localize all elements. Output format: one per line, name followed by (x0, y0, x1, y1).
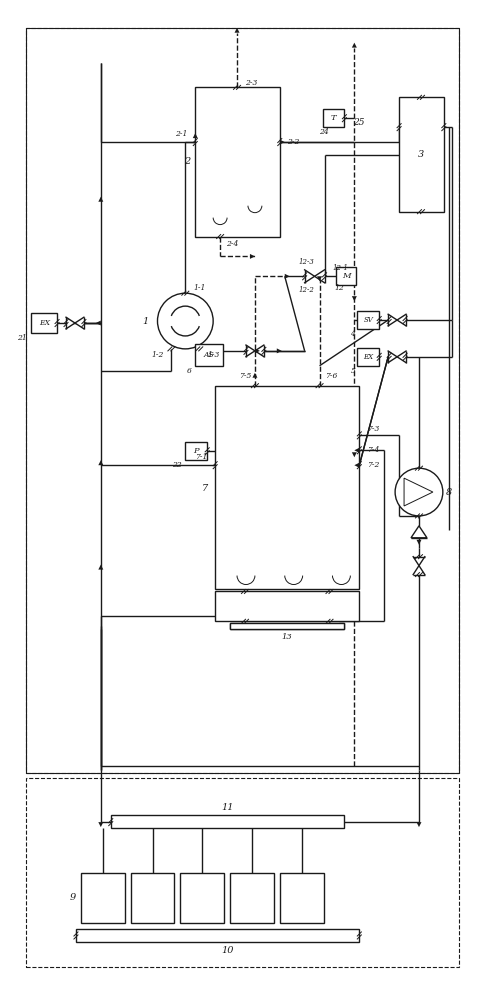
Polygon shape (99, 822, 103, 827)
Text: 1-3: 1-3 (207, 351, 219, 359)
Bar (215, 386, 359, 589)
Bar (230, 623, 344, 629)
Text: 2-4: 2-4 (226, 240, 238, 248)
Polygon shape (416, 822, 422, 827)
Bar (31, 313, 57, 333)
Bar (180, 873, 224, 923)
Text: 3: 3 (418, 150, 424, 159)
Text: 8: 8 (446, 488, 452, 497)
Text: EX: EX (39, 319, 50, 327)
Text: M: M (342, 272, 351, 280)
Text: 2: 2 (184, 157, 190, 166)
Bar (230, 623, 344, 629)
Text: P: P (194, 447, 199, 455)
Bar (230, 873, 274, 923)
Polygon shape (280, 140, 285, 145)
Polygon shape (355, 448, 359, 453)
Bar (111, 815, 344, 828)
Text: 7-6: 7-6 (325, 372, 338, 380)
Polygon shape (388, 314, 406, 326)
Polygon shape (404, 478, 433, 506)
Text: EX: EX (363, 353, 373, 361)
Text: 7-2: 7-2 (367, 461, 380, 469)
Bar (215, 591, 359, 621)
Bar (195, 87, 280, 237)
Bar (76, 929, 359, 942)
Bar (26, 28, 459, 773)
Text: 6: 6 (186, 367, 191, 375)
Bar (337, 267, 356, 285)
Text: 12-1: 12-1 (332, 264, 348, 272)
Polygon shape (246, 345, 264, 357)
Polygon shape (99, 197, 103, 202)
Text: 9: 9 (70, 893, 76, 902)
Text: 12: 12 (334, 284, 344, 292)
Polygon shape (413, 557, 425, 575)
Polygon shape (352, 296, 357, 301)
Polygon shape (193, 133, 198, 138)
Polygon shape (388, 351, 406, 363)
Polygon shape (352, 452, 357, 457)
Polygon shape (253, 373, 257, 378)
Polygon shape (99, 565, 103, 570)
Text: 13: 13 (282, 633, 292, 641)
Bar (280, 873, 324, 923)
Text: 2-2: 2-2 (287, 138, 300, 146)
Bar (195, 344, 223, 366)
Text: 5: 5 (351, 367, 355, 375)
Bar (81, 873, 125, 923)
Polygon shape (66, 317, 84, 329)
Polygon shape (416, 540, 422, 545)
Text: 12-2: 12-2 (298, 286, 314, 294)
Text: 7-4: 7-4 (367, 446, 380, 454)
Text: 12-3: 12-3 (298, 258, 314, 266)
Bar (357, 311, 379, 329)
Polygon shape (285, 274, 290, 279)
Polygon shape (96, 321, 101, 326)
Text: 2-1: 2-1 (175, 130, 187, 138)
Bar (323, 109, 344, 127)
Polygon shape (355, 463, 359, 468)
Bar (130, 873, 174, 923)
Text: 7-3: 7-3 (367, 425, 380, 433)
Text: 7-5: 7-5 (239, 372, 251, 380)
Bar (185, 442, 207, 460)
Polygon shape (411, 526, 427, 538)
Polygon shape (277, 348, 282, 353)
Polygon shape (317, 276, 322, 281)
Polygon shape (250, 254, 255, 259)
Bar (357, 348, 379, 366)
Bar (26, 778, 459, 967)
Polygon shape (352, 43, 357, 48)
Text: AS: AS (204, 351, 214, 359)
Text: 21: 21 (17, 334, 27, 342)
Text: 1-2: 1-2 (151, 351, 164, 359)
Text: 1: 1 (142, 317, 149, 326)
Polygon shape (235, 28, 240, 33)
Text: 7-1: 7-1 (195, 453, 207, 461)
Text: 2-3: 2-3 (245, 79, 257, 87)
Text: SV: SV (363, 316, 373, 324)
Text: 25: 25 (353, 118, 364, 127)
Circle shape (157, 293, 213, 349)
Text: 22: 22 (171, 461, 181, 469)
Text: 4: 4 (351, 330, 355, 338)
Text: 11: 11 (221, 803, 233, 812)
Bar (26, 28, 459, 773)
Text: 10: 10 (221, 946, 233, 955)
Text: 24: 24 (319, 128, 328, 136)
Bar (399, 97, 444, 212)
Polygon shape (305, 270, 325, 283)
Text: 1-1: 1-1 (193, 284, 205, 292)
Polygon shape (255, 348, 260, 353)
Polygon shape (99, 460, 103, 465)
Text: T: T (331, 114, 336, 122)
Circle shape (395, 468, 443, 516)
Text: 7: 7 (202, 484, 208, 493)
